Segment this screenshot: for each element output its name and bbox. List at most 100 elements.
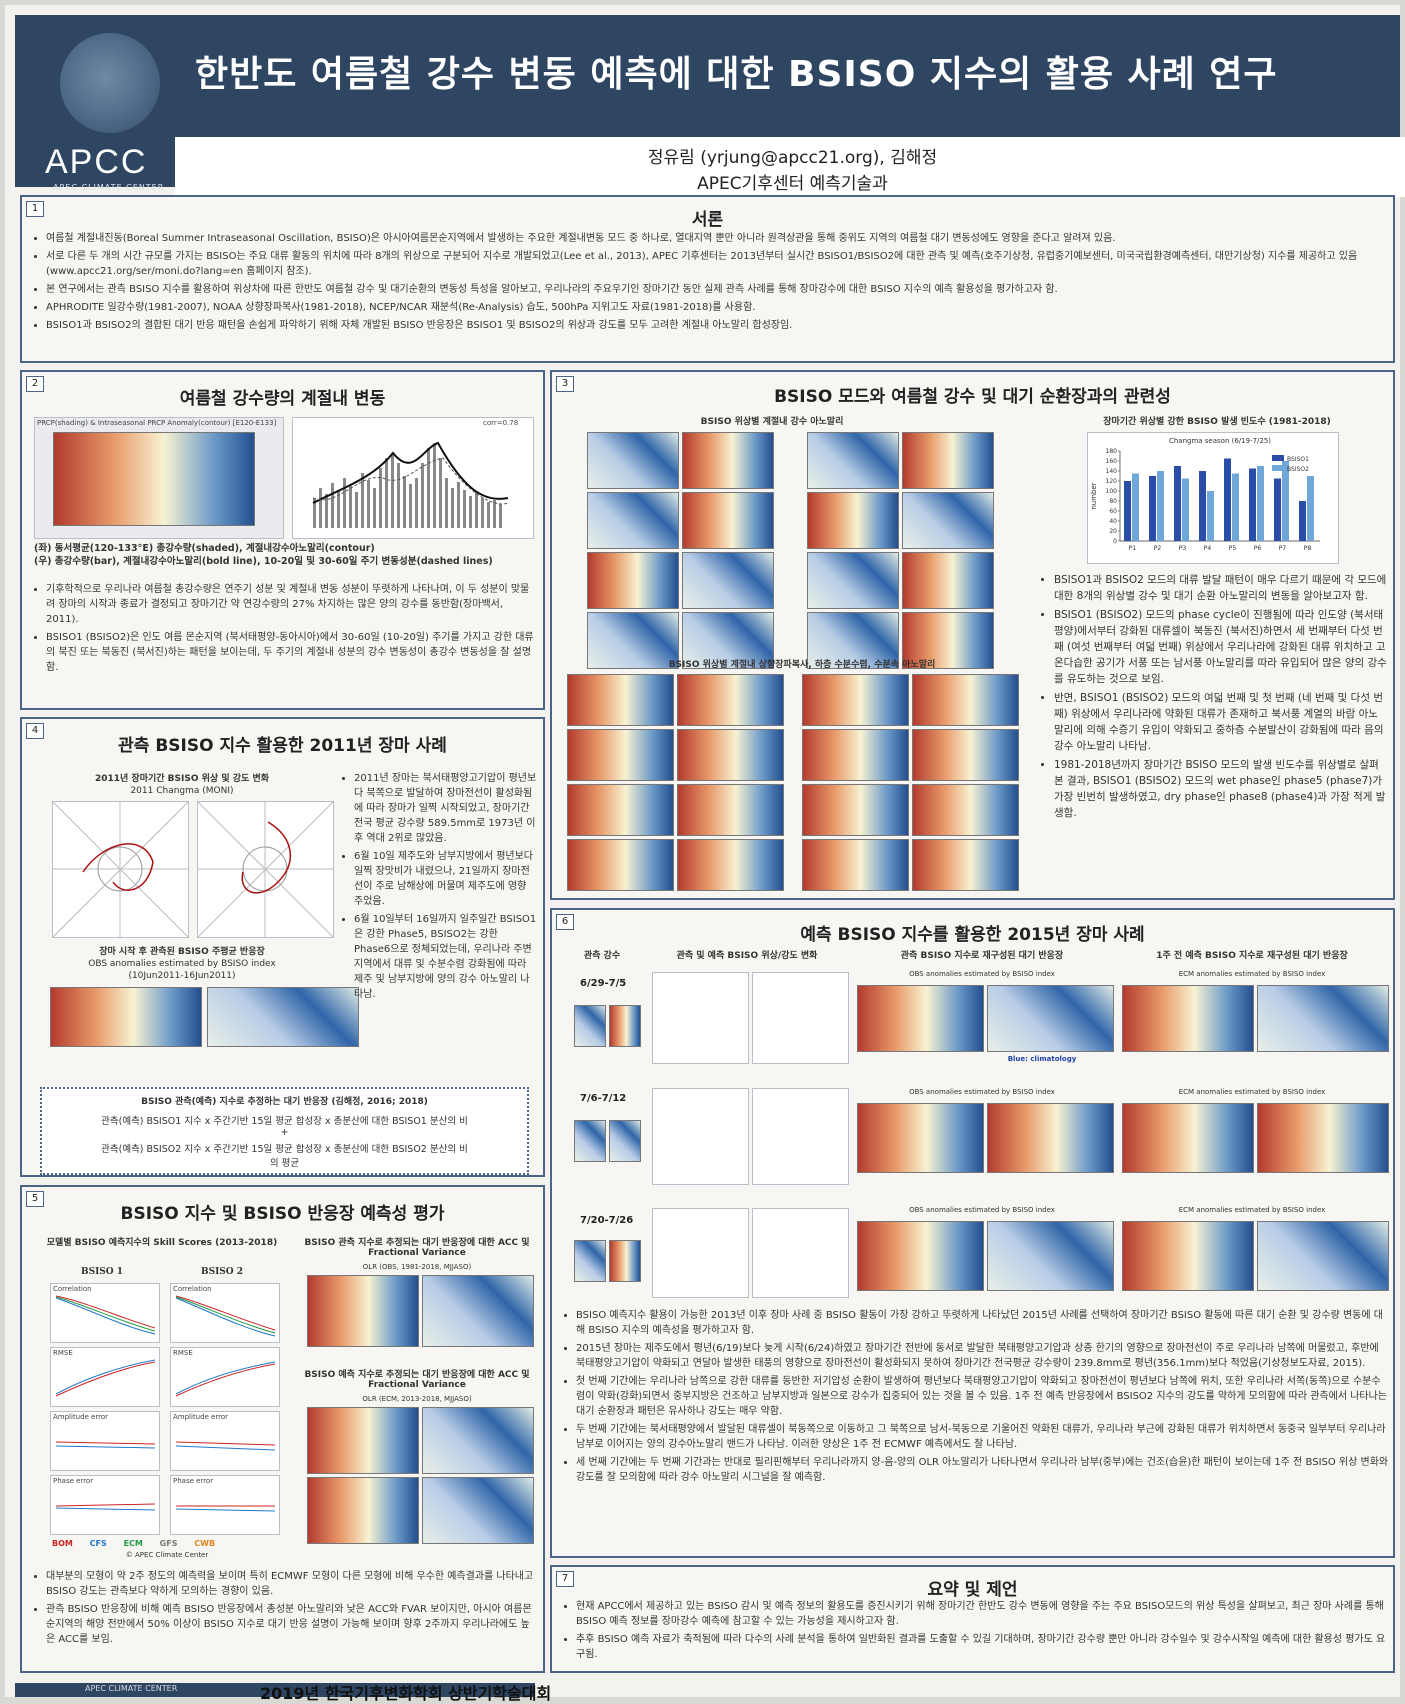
phase-diagram-bsiso2 (197, 801, 334, 938)
footer-bar (15, 1683, 535, 1697)
section-title: 예측 BSISO 지수를 활용한 2015년 장마 사례 (800, 925, 1145, 945)
bullet: BSISO1 (BSISO2) 모드의 phase cycle이 진행됨에 따라… (1054, 607, 1387, 687)
figure-title: 장마기간 위상별 강한 BSISO 발생 빈도수 (1981-2018) (1103, 417, 1331, 427)
bar-bsiso2-p8 (1307, 476, 1314, 541)
column-label: BSISO 2 (200, 1267, 244, 1277)
section-number: 1 (26, 201, 44, 217)
phase-map (802, 729, 909, 781)
figure-note-line: (우) 총강수량(bar), 계절내강수아노말리(bold line), 10-… (34, 556, 493, 567)
figure-note: (좌) 동서평균(120-133°E) 총강수량(shaded), 계절내강수아… (34, 542, 539, 568)
poster: APCC APEC CLIMATE CENTER 한반도 여름철 강수 변동 예… (5, 5, 1405, 1703)
section-number: 6 (556, 914, 574, 930)
period-label: 7/6-7/12 (580, 1093, 627, 1104)
legend-label: BSISO2 (1287, 466, 1309, 473)
skill-curve (55, 1359, 156, 1397)
bullet: 두 번째 기간에는 북서태평양에서 발달된 대류셀이 북동쪽으로 이동하고 그 … (576, 1422, 1389, 1452)
x-tick-label: P6 (1254, 545, 1262, 552)
figure-subtitle: OBS anomalies estimated by BSISO index (88, 959, 276, 969)
section-text: 2011년 장마는 북서태평양고기압이 평년보다 북쪽으로 발달하여 장마전선이… (342, 771, 537, 1005)
climatology-note: Blue: climatology (1007, 1055, 1077, 1063)
phase-map (902, 492, 994, 549)
bullet: 2015년 장마는 제주도에서 평년(6/19)보다 늦게 시작(6/24)하였… (576, 1341, 1389, 1371)
column-heading: 관측 강수 (583, 951, 621, 961)
poster-title: 한반도 여름철 강수 변동 예측에 대한 BSISO 지수의 활용 사례 연구 (195, 54, 1278, 95)
panel-label: Correlation (53, 1285, 92, 1293)
figure-title: BSISO 위상별 계절내 상향장파복사, 하층 수분수렴, 수분속 아노말리 (668, 660, 936, 670)
phase-map (807, 612, 899, 669)
figure-title: 장마 시작 후 관측된 BSISO 주평균 반응장 (99, 947, 265, 957)
skill-panel: Amplitude error (170, 1411, 280, 1471)
fcst-response-map (1257, 1103, 1389, 1173)
bullet: 세 번째 기간에는 두 번째 기간과는 반대로 필리핀해부터 우리나라까지 양-… (576, 1455, 1389, 1485)
section-text: 여름철 계절내진동(Boreal Summer Intraseasonal Os… (34, 231, 1389, 336)
panel-title: ECM anomalies estimated by BSISO index (1178, 1088, 1326, 1096)
y-axis-label: number (1090, 482, 1098, 509)
skill-panel: Phase error (50, 1475, 160, 1535)
korea-precip-map (574, 1120, 606, 1162)
bullet: 1981-2018년까지 장마기간 BSISO 모드의 발생 빈도수를 위상별로… (1054, 757, 1387, 821)
phase-map (902, 552, 994, 609)
phase-diagram-plot (198, 802, 333, 937)
model-legend: BOM CFS ECM GFS CWB (52, 1539, 282, 1548)
skill-panel: RMSE (170, 1347, 280, 1407)
phase-map (682, 612, 774, 669)
frequency-chart: Changma season (6/19-7/25) number 0 20 40 60 8… (1087, 432, 1339, 564)
legend-item: BOM (52, 1539, 73, 1548)
method-box: BSISO 관측(예측) 지수로 추정하는 대기 반응장 (김해정, 2016;… (40, 1087, 529, 1175)
bullet: BSISO 예측지수 활용이 가능한 2013년 이후 장마 사례 중 BSIS… (576, 1308, 1389, 1338)
bullet: 본 연구에서는 관측 BSISO 지수를 활용하여 위상차에 따른 한반도 여름… (46, 282, 1389, 297)
y-tick-label: 120 (1106, 478, 1118, 485)
column-label: BSISO 1 (80, 1267, 124, 1277)
skill-curve (175, 1295, 276, 1337)
section-2015-changma: 6 예측 BSISO 지수를 활용한 2015년 장마 사례 관측 강수 관측 … (550, 908, 1395, 1558)
phase-map (677, 729, 784, 781)
korea-precip-map (609, 1240, 641, 1282)
section-number: 3 (556, 376, 574, 392)
x-tick-label: P1 (1129, 545, 1137, 552)
bullet: 2011년 장마는 북서태평양고기압이 평년보다 북쪽으로 발달하여 장마전선이… (354, 771, 537, 846)
figure-title: BSISO 관측 지수로 추정되는 대기 반응장에 대한 ACC 및 Fract… (304, 1238, 530, 1258)
figure-caption: PRCP(shading) & Intraseasonal PRCP Anoma… (37, 419, 277, 427)
column-heading: 1주 전 예측 BSISO 지수로 재구성된 대기 반응장 (1156, 951, 1348, 961)
y-tick-label: 80 (1109, 498, 1117, 505)
legend-item: CWB (194, 1539, 216, 1548)
skill-curve (175, 1441, 276, 1451)
phase-map (567, 729, 674, 781)
bullet: 6월 10일 제주도와 남부지방에서 평년보다 일찍 장맛비가 내렸으나, 21… (354, 849, 537, 909)
phase-map (677, 784, 784, 836)
phase-diagram-plot (53, 802, 188, 937)
y-tick-label: 180 (1106, 448, 1118, 455)
method-equation-line: 관측(예측) BSISO2 지수 x 주간기반 15일 평균 합성장 x 총분산… (101, 1144, 468, 1155)
method-equation-line: 의 평균 (269, 1158, 300, 1169)
hovmoller-map (53, 432, 255, 526)
panel-label: Correlation (173, 1285, 212, 1293)
phase-map (677, 839, 784, 891)
header: APCC APEC CLIMATE CENTER 한반도 여름철 강수 변동 예… (15, 15, 1405, 197)
y-tick-label: 40 (1109, 518, 1117, 525)
phase-map (567, 839, 674, 891)
section-text: 기후학적으로 우리나라 여름철 총강수량은 연주기 성분 및 계절내 변동 성분… (34, 582, 534, 678)
x-tick-label: P7 (1279, 545, 1287, 552)
y-tick-label: 60 (1109, 508, 1117, 515)
skill-curve (55, 1503, 156, 1511)
bullet: 대부분의 모형이 약 2주 정도의 예측력을 보이며 특히 ECMWF 모형이 … (46, 1569, 534, 1599)
panel-label: RMSE (53, 1349, 73, 1357)
frequency-bar-chart: Changma season (6/19-7/25) number 0 20 40 60 8… (1090, 437, 1320, 552)
section-2011-changma: 4 관측 BSISO 지수 활용한 2011년 장마 사례 2011년 장마기간… (20, 717, 545, 1177)
phase-map (567, 674, 674, 726)
skill-curve (175, 1505, 276, 1512)
section-title: 요약 및 제언 (927, 1580, 1018, 1600)
phase-map (677, 674, 784, 726)
section-number: 4 (26, 723, 44, 739)
bar-bsiso2-p5 (1232, 473, 1239, 541)
precip-phase-maps (587, 432, 997, 692)
bullet: 기후학적으로 우리나라 여름철 총강수량은 연주기 성분 및 계절내 변동 성분… (46, 582, 534, 627)
author-bar: 정유림 (yrjung@apcc21.org), 김해정 APEC기후센터 예측… (175, 137, 1405, 197)
bullet: 현재 APCC에서 제공하고 있는 BSISO 감시 및 예측 정보의 활용도를… (576, 1599, 1389, 1629)
bar-bsiso2-p1 (1132, 473, 1139, 541)
phase-map (902, 612, 994, 669)
legend-item: GFS (159, 1539, 178, 1548)
panel-title: OBS anomalies estimated by BSISO index (909, 970, 1055, 978)
apcc-globe-icon (60, 33, 160, 133)
bar-bsiso2-p3 (1182, 478, 1189, 541)
